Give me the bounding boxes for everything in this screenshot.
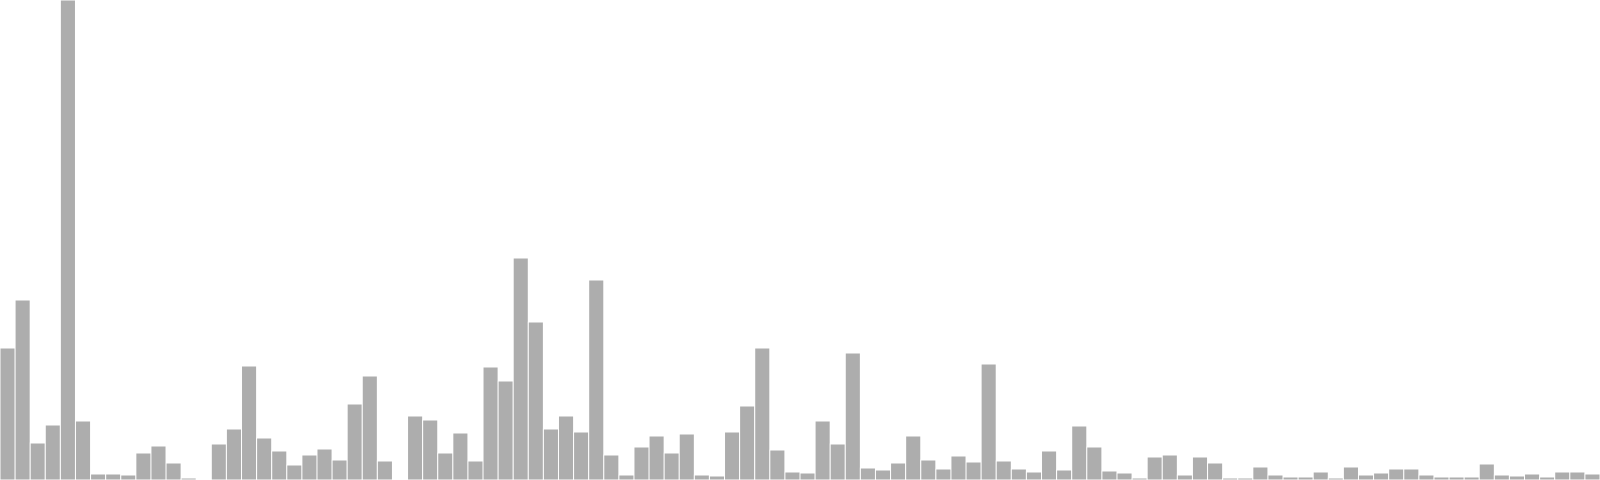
bar-3 bbox=[44, 424, 61, 480]
bar-47 bbox=[708, 475, 726, 480]
bar-100 bbox=[1508, 475, 1526, 480]
bar-9 bbox=[135, 452, 152, 480]
bar-42 bbox=[633, 446, 650, 480]
bar-33 bbox=[497, 380, 514, 480]
bar-0 bbox=[0, 347, 16, 480]
bar-2 bbox=[29, 442, 46, 480]
bar-4 bbox=[59, 0, 76, 480]
bar-28 bbox=[422, 419, 439, 480]
bar-89 bbox=[1342, 466, 1359, 480]
bar-90 bbox=[1357, 474, 1375, 480]
bar-55 bbox=[829, 443, 846, 480]
bar-48 bbox=[724, 431, 741, 480]
bar-51 bbox=[769, 449, 786, 480]
bar-43 bbox=[648, 435, 665, 480]
bar-103 bbox=[1554, 471, 1571, 480]
bar-104 bbox=[1569, 471, 1586, 480]
bar-70 bbox=[1056, 469, 1073, 480]
bar-76 bbox=[1146, 456, 1163, 480]
bar-17 bbox=[256, 437, 273, 480]
bar-56 bbox=[844, 352, 861, 480]
bar-52 bbox=[784, 471, 801, 480]
bar-93 bbox=[1403, 468, 1420, 480]
bar-41 bbox=[618, 474, 635, 480]
bar-94 bbox=[1418, 474, 1435, 480]
bar-36 bbox=[542, 428, 559, 480]
bar-71 bbox=[1071, 425, 1088, 480]
bar-84 bbox=[1267, 474, 1284, 480]
bar-40 bbox=[603, 454, 620, 480]
bar-67 bbox=[1010, 468, 1027, 480]
bar-59 bbox=[890, 462, 907, 480]
bar-80 bbox=[1207, 462, 1224, 480]
bar-101 bbox=[1524, 473, 1541, 480]
bar-29 bbox=[437, 452, 454, 480]
bar-46 bbox=[693, 474, 710, 480]
bar-53 bbox=[799, 472, 816, 480]
bar-54 bbox=[814, 420, 831, 480]
bar-72 bbox=[1086, 446, 1103, 480]
bar-44 bbox=[663, 452, 680, 480]
bar-24 bbox=[361, 375, 378, 480]
bar-45 bbox=[678, 433, 695, 480]
bar-8 bbox=[120, 474, 137, 480]
bar-34 bbox=[512, 257, 529, 480]
bar-23 bbox=[346, 403, 363, 480]
bar-35 bbox=[527, 321, 544, 480]
bar-14 bbox=[210, 443, 227, 480]
bar-22 bbox=[331, 459, 348, 480]
bar-12 bbox=[180, 477, 197, 480]
bar-21 bbox=[316, 448, 333, 480]
bar-37 bbox=[557, 415, 575, 480]
bar-30 bbox=[452, 432, 469, 480]
bar-65 bbox=[980, 363, 997, 480]
bar-39 bbox=[588, 279, 605, 480]
bar-49 bbox=[739, 405, 756, 480]
bar-77 bbox=[1161, 454, 1178, 480]
bar-57 bbox=[859, 467, 876, 480]
bar-66 bbox=[995, 460, 1012, 480]
bar-20 bbox=[301, 454, 318, 480]
bar-31 bbox=[467, 460, 484, 480]
bar-6 bbox=[90, 473, 107, 480]
bar-1 bbox=[14, 299, 31, 480]
bar-91 bbox=[1373, 472, 1390, 480]
bar-19 bbox=[286, 464, 303, 480]
bar-27 bbox=[407, 415, 424, 480]
bar-10 bbox=[150, 445, 167, 480]
bar-105 bbox=[1584, 473, 1600, 480]
bar-98 bbox=[1478, 463, 1495, 480]
bar-50 bbox=[754, 347, 771, 480]
bar-38 bbox=[573, 431, 590, 480]
bar-69 bbox=[1041, 450, 1058, 480]
bar-68 bbox=[1025, 471, 1043, 480]
bar-74 bbox=[1116, 472, 1133, 480]
bar-61 bbox=[920, 459, 937, 480]
bar-32 bbox=[482, 366, 499, 480]
bar-63 bbox=[950, 455, 967, 480]
bar-92 bbox=[1388, 468, 1405, 480]
bar-99 bbox=[1493, 474, 1510, 480]
bar-73 bbox=[1101, 470, 1118, 480]
bar-16 bbox=[241, 365, 258, 480]
bar-60 bbox=[905, 435, 922, 480]
bar-62 bbox=[935, 468, 952, 480]
bar-15 bbox=[225, 428, 243, 480]
bar-87 bbox=[1312, 471, 1329, 480]
bar-11 bbox=[165, 462, 182, 480]
bar-18 bbox=[271, 450, 288, 480]
bar-7 bbox=[105, 473, 122, 480]
bar-64 bbox=[965, 461, 982, 480]
bar-25 bbox=[376, 460, 393, 480]
bar-78 bbox=[1176, 474, 1193, 480]
bar-5 bbox=[74, 420, 92, 480]
bar-58 bbox=[874, 469, 892, 480]
bar-79 bbox=[1191, 456, 1209, 480]
bar-83 bbox=[1252, 466, 1269, 480]
